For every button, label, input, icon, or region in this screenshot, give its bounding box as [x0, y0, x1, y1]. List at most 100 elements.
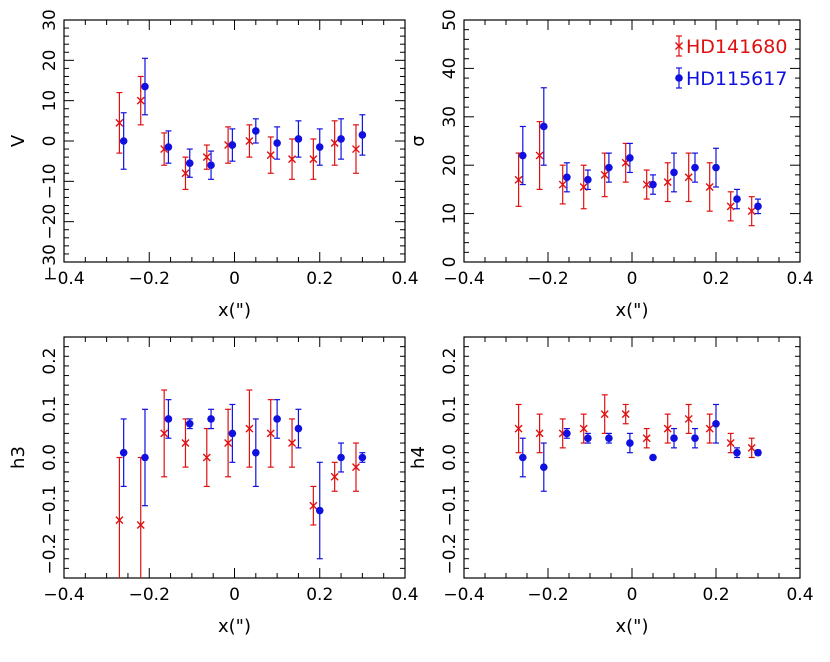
v-point-hd115617 [337, 135, 345, 143]
sigma-y-tick-label: 0 [440, 257, 460, 268]
h3-y-tick-label: 0.2 [40, 348, 60, 375]
h3-point-hd141680 [136, 520, 145, 529]
h3-point-hd141680 [266, 429, 275, 438]
legend-label-hd141680: HD141680 [686, 36, 787, 58]
v-data [115, 57, 367, 190]
sigma-point-hd141680 [726, 202, 735, 211]
h4-point-hd115617 [691, 434, 699, 443]
h3-point-hd115617 [119, 448, 128, 457]
sigma-y-tick-label: 20 [440, 154, 460, 176]
h4-point-hd141680 [579, 424, 588, 433]
h3-x-axis-title: x(") [218, 616, 251, 637]
v-point-hd115617 [315, 143, 324, 151]
v-point-hd115617 [228, 141, 237, 149]
h4-y-tick-label: 0.0 [440, 444, 460, 471]
v-point-hd141680 [202, 153, 211, 162]
v-point-hd115617 [273, 139, 281, 147]
h3-point-hd141680 [115, 516, 124, 525]
h3-x-tick-label: 0 [229, 585, 240, 605]
h3-point-hd115617 [207, 415, 215, 423]
sigma-point-hd115617 [540, 122, 548, 131]
h4-y-axis-title: h4 [408, 446, 429, 469]
h3-x-tick-label: 0.2 [306, 585, 333, 605]
sigma-data [514, 87, 762, 227]
sigma-point-hd141680 [684, 173, 693, 182]
h3-point-hd141680 [245, 424, 254, 433]
v-point-hd115617 [252, 127, 260, 135]
v-y-tick-label: 30 [40, 9, 60, 31]
h4-x-tick-label: 0.2 [702, 585, 729, 605]
sigma-point-hd115617 [712, 163, 720, 172]
h3-point-hd115617 [164, 415, 173, 423]
sigma-point-hd115617 [584, 175, 592, 184]
h3-y-tick-label: −0.1 [40, 485, 60, 526]
v-y-tick-label: −20 [40, 204, 60, 240]
h4-point-hd141680 [747, 443, 756, 452]
sigma-y-tick-label: 10 [440, 203, 460, 225]
h3-point-hd115617 [273, 415, 281, 423]
h3-point-hd141680 [330, 472, 339, 481]
h3-point-hd115617 [141, 453, 149, 462]
sigma-point-hd115617 [649, 180, 657, 189]
sigma-point-hd141680 [558, 180, 567, 189]
h3-x-tick-label: 0.4 [391, 585, 418, 605]
v-point-hd141680 [351, 145, 360, 154]
h3-axes-frame [63, 336, 406, 579]
h4-x-tick-label: −0.4 [443, 585, 484, 605]
h4-y-tick-label: −0.1 [440, 485, 460, 526]
v-point-hd141680 [330, 139, 339, 148]
v-y-tick-label: −30 [40, 244, 60, 280]
panel-h4: −0.4 −0.2 0 0.2 0.4 −0.2 −0.1 0.0 0.1 0.2 x(") h4 [408, 336, 814, 637]
panel-v: −0.4 −0.2 0 0.2 0.4 −30 −20 −10 0 10 20 30 x(") V [8, 9, 419, 321]
v-point-hd141680 [115, 118, 124, 127]
v-point-hd115617 [207, 161, 215, 169]
h3-point-hd115617 [358, 453, 367, 462]
h3-point-hd141680 [202, 453, 211, 462]
sigma-point-hd141680 [600, 170, 609, 179]
h3-y-tick-label: −0.2 [40, 533, 60, 574]
legend-marker-hd115617 [675, 74, 683, 82]
h4-point-hd115617 [519, 453, 527, 462]
h4-y-tick-label: 0.1 [440, 396, 460, 423]
h4-point-hd115617 [649, 453, 657, 462]
v-x-tick-label: −0.4 [43, 269, 84, 289]
h4-x-tick-label: 0 [627, 585, 638, 605]
h4-point-hd141680 [600, 410, 609, 419]
h3-point-hd141680 [351, 463, 360, 472]
v-point-hd141680 [136, 96, 145, 105]
sigma-legend: HD141680 HD115617 [675, 35, 787, 90]
h3-point-hd115617 [252, 448, 260, 457]
sigma-x-tick-label: 0.2 [702, 269, 729, 289]
h4-point-hd115617 [670, 434, 678, 443]
h4-point-hd115617 [754, 448, 762, 457]
h4-data [514, 394, 762, 492]
h3-point-hd141680 [181, 439, 190, 448]
v-point-hd115617 [164, 143, 173, 151]
h4-point-hd115617 [584, 434, 592, 443]
legend-label-hd115617: HD115617 [686, 68, 787, 90]
h3-x-tick-label: −0.2 [129, 585, 170, 605]
h4-point-hd141680 [642, 434, 651, 443]
sigma-point-hd115617 [519, 151, 527, 160]
sigma-point-hd115617 [670, 168, 678, 177]
h3-point-hd115617 [294, 424, 303, 433]
sigma-point-hd141680 [514, 175, 523, 184]
sigma-point-hd115617 [691, 163, 699, 172]
h3-point-hd115617 [337, 453, 345, 462]
panel-h3: −0.4 −0.2 0 0.2 0.4 −0.2 −0.1 0.0 0.1 0.2 x(") h3 [8, 336, 419, 637]
h4-point-hd141680 [684, 414, 693, 423]
v-y-axis-title: V [8, 134, 29, 147]
v-point-hd115617 [294, 135, 303, 143]
v-point-hd115617 [358, 131, 367, 139]
h4-point-hd115617 [712, 419, 720, 428]
sigma-y-axis-title: σ [408, 135, 429, 146]
sigma-point-hd141680 [535, 151, 544, 160]
v-axes-frame [63, 19, 406, 263]
h4-point-hd141680 [514, 424, 523, 433]
h3-y-tick-label: 0.0 [40, 444, 60, 471]
h4-point-hd115617 [605, 434, 613, 443]
h4-point-hd115617 [540, 463, 548, 471]
v-point-hd141680 [245, 137, 254, 145]
h3-point-hd141680 [224, 439, 233, 448]
